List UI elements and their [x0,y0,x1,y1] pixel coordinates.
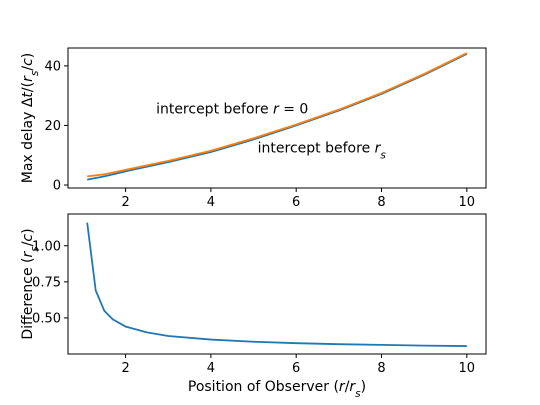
y-tick-label: 0.75 [32,275,61,290]
series-line-1 [86,222,467,347]
y-axis-label: Max delay Δt/(rs/c) [20,53,41,184]
y-tick-label: 0.50 [32,311,61,326]
x-tick-label: 2 [121,195,129,210]
annotation-1: intercept before r = 0 [156,102,308,118]
series-line-2 [87,52,468,178]
x-tick-label: 6 [292,361,300,376]
annotation-2: intercept before rs [258,140,387,161]
x-tick-label: 4 [207,361,215,376]
y-tick-label: 1.00 [32,239,61,254]
plot-frame [67,47,487,189]
y-axis-label: Difference (rs/c) [20,228,41,339]
x-tick-label: 2 [121,361,129,376]
y-tick-label: 20 [44,119,61,134]
x-tick-label: 8 [377,361,385,376]
y-tick-label: 0 [53,179,61,194]
y-tick-label: 40 [44,59,61,74]
plot-frame [67,213,487,355]
x-tick-label: 10 [459,361,476,376]
x-tick-label: 8 [377,195,385,210]
x-tick-label: 10 [459,195,476,210]
x-tick-label: 6 [292,195,300,210]
x-axis-label: Position of Observer (r/rs) [188,379,366,400]
x-tick-label: 4 [207,195,215,210]
